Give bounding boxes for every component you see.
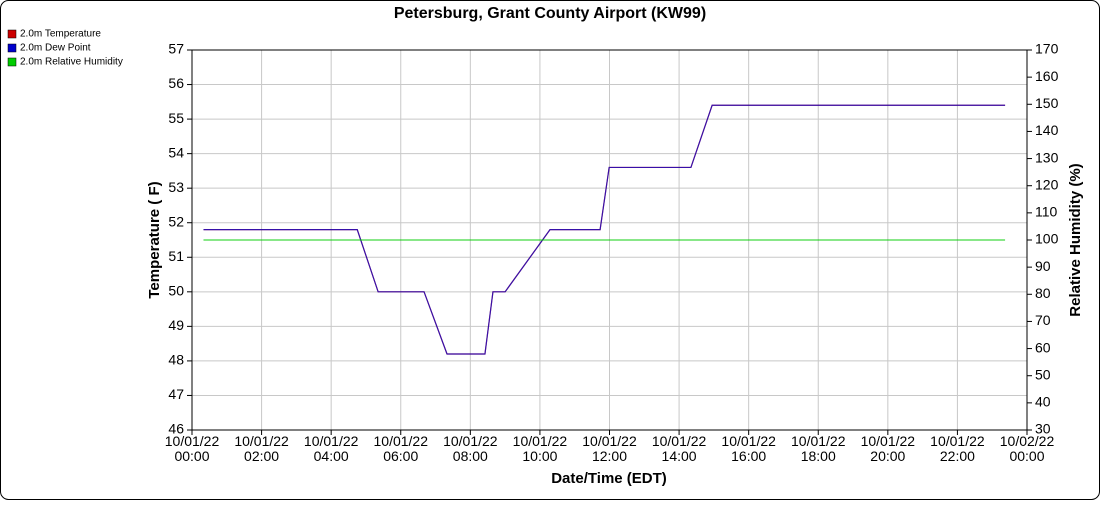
x-tick-label: 10/01/22 22:00	[930, 433, 985, 464]
y-tick-label: 46	[168, 421, 184, 437]
y-tick-label: 52	[168, 213, 184, 229]
y2-tick-label: 90	[1035, 258, 1051, 274]
y2-tick-label: 160	[1035, 68, 1059, 84]
series-line	[203, 104, 1006, 355]
legend-swatch	[7, 43, 17, 53]
y2-tick-label: 40	[1035, 394, 1051, 410]
y-tick-label: 51	[168, 248, 184, 264]
x-tick-label: 10/01/22 16:00	[721, 433, 776, 464]
y2-tick-label: 80	[1035, 285, 1051, 301]
y2-tick-label: 60	[1035, 339, 1051, 355]
x-tick-label: 10/01/22 02:00	[234, 433, 289, 464]
x-tick-label: 10/01/22 18:00	[791, 433, 846, 464]
x-tick-label: 10/01/22 10:00	[513, 433, 568, 464]
y2-tick-label: 110	[1035, 204, 1058, 220]
y2-tick-label: 50	[1035, 366, 1051, 382]
y2-axis-label: Relative Humidity (%)	[1067, 163, 1084, 316]
y-tick-label: 55	[168, 110, 184, 126]
y2-tick-label: 30	[1035, 421, 1051, 437]
y2-tick-label: 150	[1035, 95, 1059, 111]
y-tick-label: 48	[168, 352, 184, 368]
legend-swatch	[7, 57, 17, 67]
y2-tick-label: 100	[1035, 231, 1059, 247]
x-tick-label: 10/01/22 00:00	[165, 433, 220, 464]
x-tick-label: 10/01/22 12:00	[582, 433, 637, 464]
x-tick-label: 10/01/22 08:00	[443, 433, 498, 464]
plot-border	[191, 49, 1028, 431]
y-tick-label: 54	[168, 144, 184, 160]
legend-label: 2.0m Temperature	[20, 29, 101, 40]
legend-label: 2.0m Relative Humidity	[20, 57, 123, 68]
x-tick-label: 10/01/22 20:00	[861, 433, 916, 464]
x-axis-label: Date/Time (EDT)	[551, 470, 667, 487]
x-tick-label: 10/01/22 04:00	[304, 433, 359, 464]
y-axis-label: Temperature ( F)	[146, 181, 163, 298]
y2-tick-label: 130	[1035, 149, 1059, 165]
y2-tick-label: 140	[1035, 122, 1059, 138]
y2-tick-label: 70	[1035, 312, 1051, 328]
y-tick-label: 47	[168, 386, 184, 402]
legend-swatch	[7, 29, 17, 39]
y-tick-label: 53	[168, 179, 184, 195]
y-tick-label: 57	[168, 41, 184, 57]
x-tick-label: 10/01/22 06:00	[374, 433, 429, 464]
y-tick-label: 50	[168, 283, 184, 299]
y2-tick-label: 170	[1035, 41, 1059, 57]
legend-label: 2.0m Dew Point	[20, 43, 91, 54]
chart-title: Petersburg, Grant County Airport (KW99)	[394, 5, 706, 22]
x-tick-label: 10/02/22 00:00	[1000, 433, 1055, 464]
y2-tick-label: 120	[1035, 176, 1059, 192]
x-tick-label: 10/01/22 14:00	[652, 433, 707, 464]
y-tick-label: 49	[168, 317, 184, 333]
y-tick-label: 56	[168, 75, 184, 91]
